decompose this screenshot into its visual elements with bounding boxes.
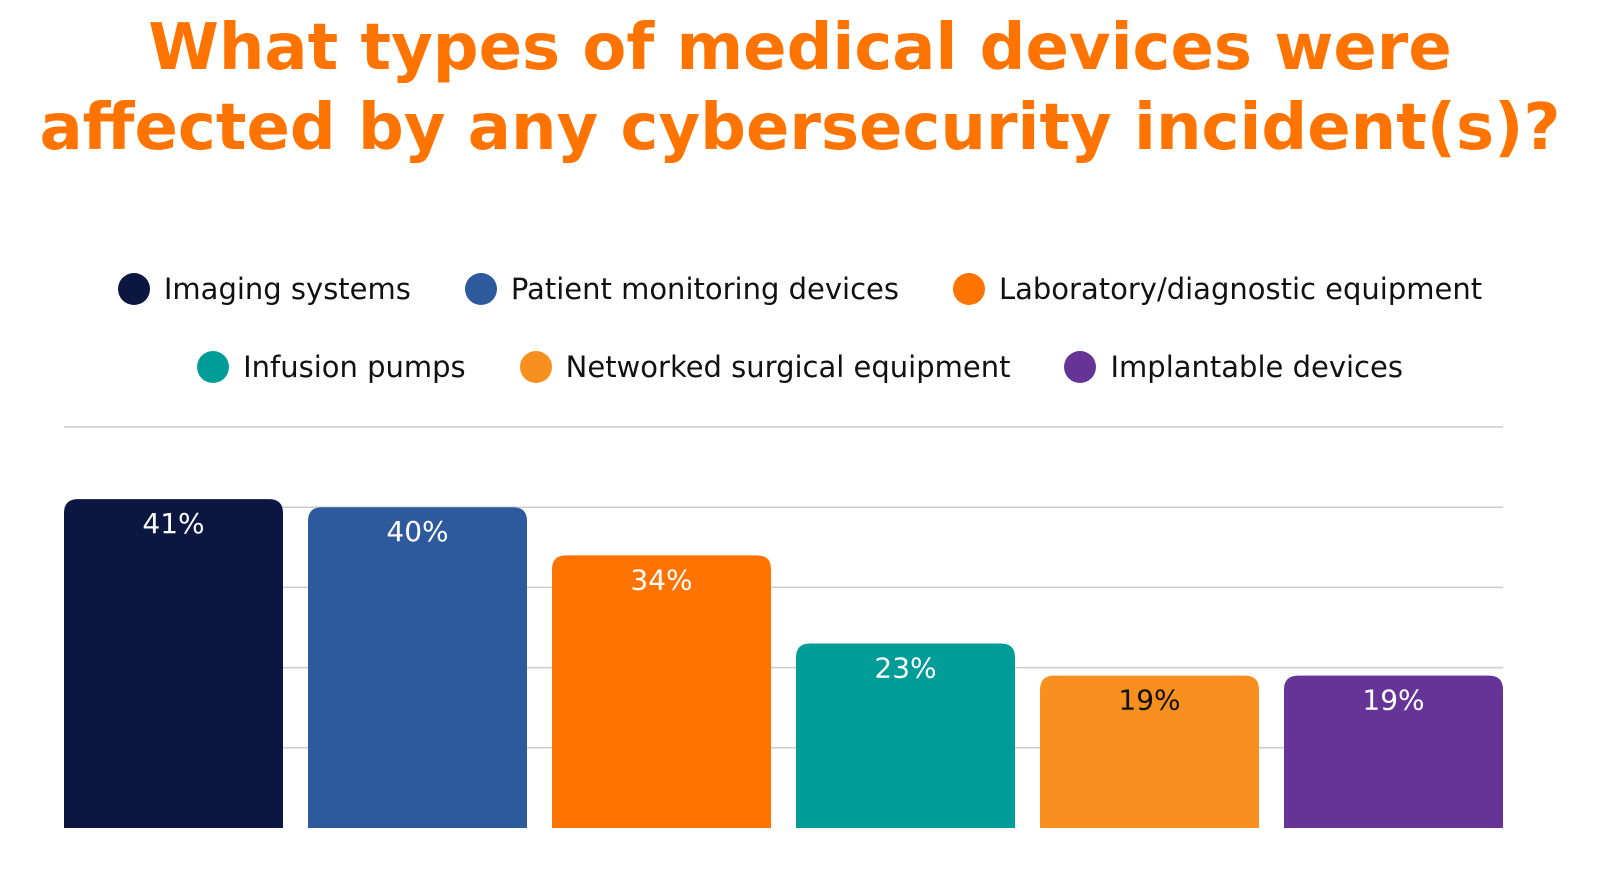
legend-item: Patient monitoring devices [464,272,899,306]
legend-label: Infusion pumps [243,350,466,384]
legend-swatch [197,351,230,383]
legend-label: Patient monitoring devices [510,272,899,306]
legend-swatch [1064,351,1097,383]
bar [1284,675,1503,828]
legend-label: Implantable devices [1110,350,1403,384]
data-label: 41% [142,507,204,540]
chart-title: What types of medical devices were affec… [0,8,1600,168]
legend-swatch [464,273,497,305]
legend-label: Laboratory/diagnostic equipment [998,272,1483,306]
bar [64,499,283,828]
legend-row-2: Infusion pumps Networked surgical equipm… [0,350,1600,384]
data-label: 19% [1362,684,1424,717]
bar [308,507,527,828]
data-label: 19% [1118,684,1180,717]
legend-label: Networked surgical equipment [565,350,1011,384]
data-label: 23% [874,652,936,685]
chart-title-line-1: What types of medical devices were [148,11,1452,85]
legend-item: Networked surgical equipment [519,350,1011,384]
legend-label: Imaging systems [163,272,411,306]
legend-item: Laboratory/diagnostic equipment [952,272,1483,306]
data-label: 34% [630,563,692,596]
legend-swatch [952,273,985,305]
legend-swatch [519,351,552,383]
bar [552,555,771,828]
chart-title-line-2: affected by any cybersecurity incident(s… [39,91,1561,165]
legend-item: Implantable devices [1064,350,1403,384]
legend-item: Imaging systems [117,272,411,306]
legend-item: Infusion pumps [197,350,466,384]
data-label: 40% [386,515,448,548]
bar [1040,675,1259,828]
legend-row-1: Imaging systems Patient monitoring devic… [0,272,1600,306]
bar [796,643,1015,828]
legend-swatch [117,273,150,305]
